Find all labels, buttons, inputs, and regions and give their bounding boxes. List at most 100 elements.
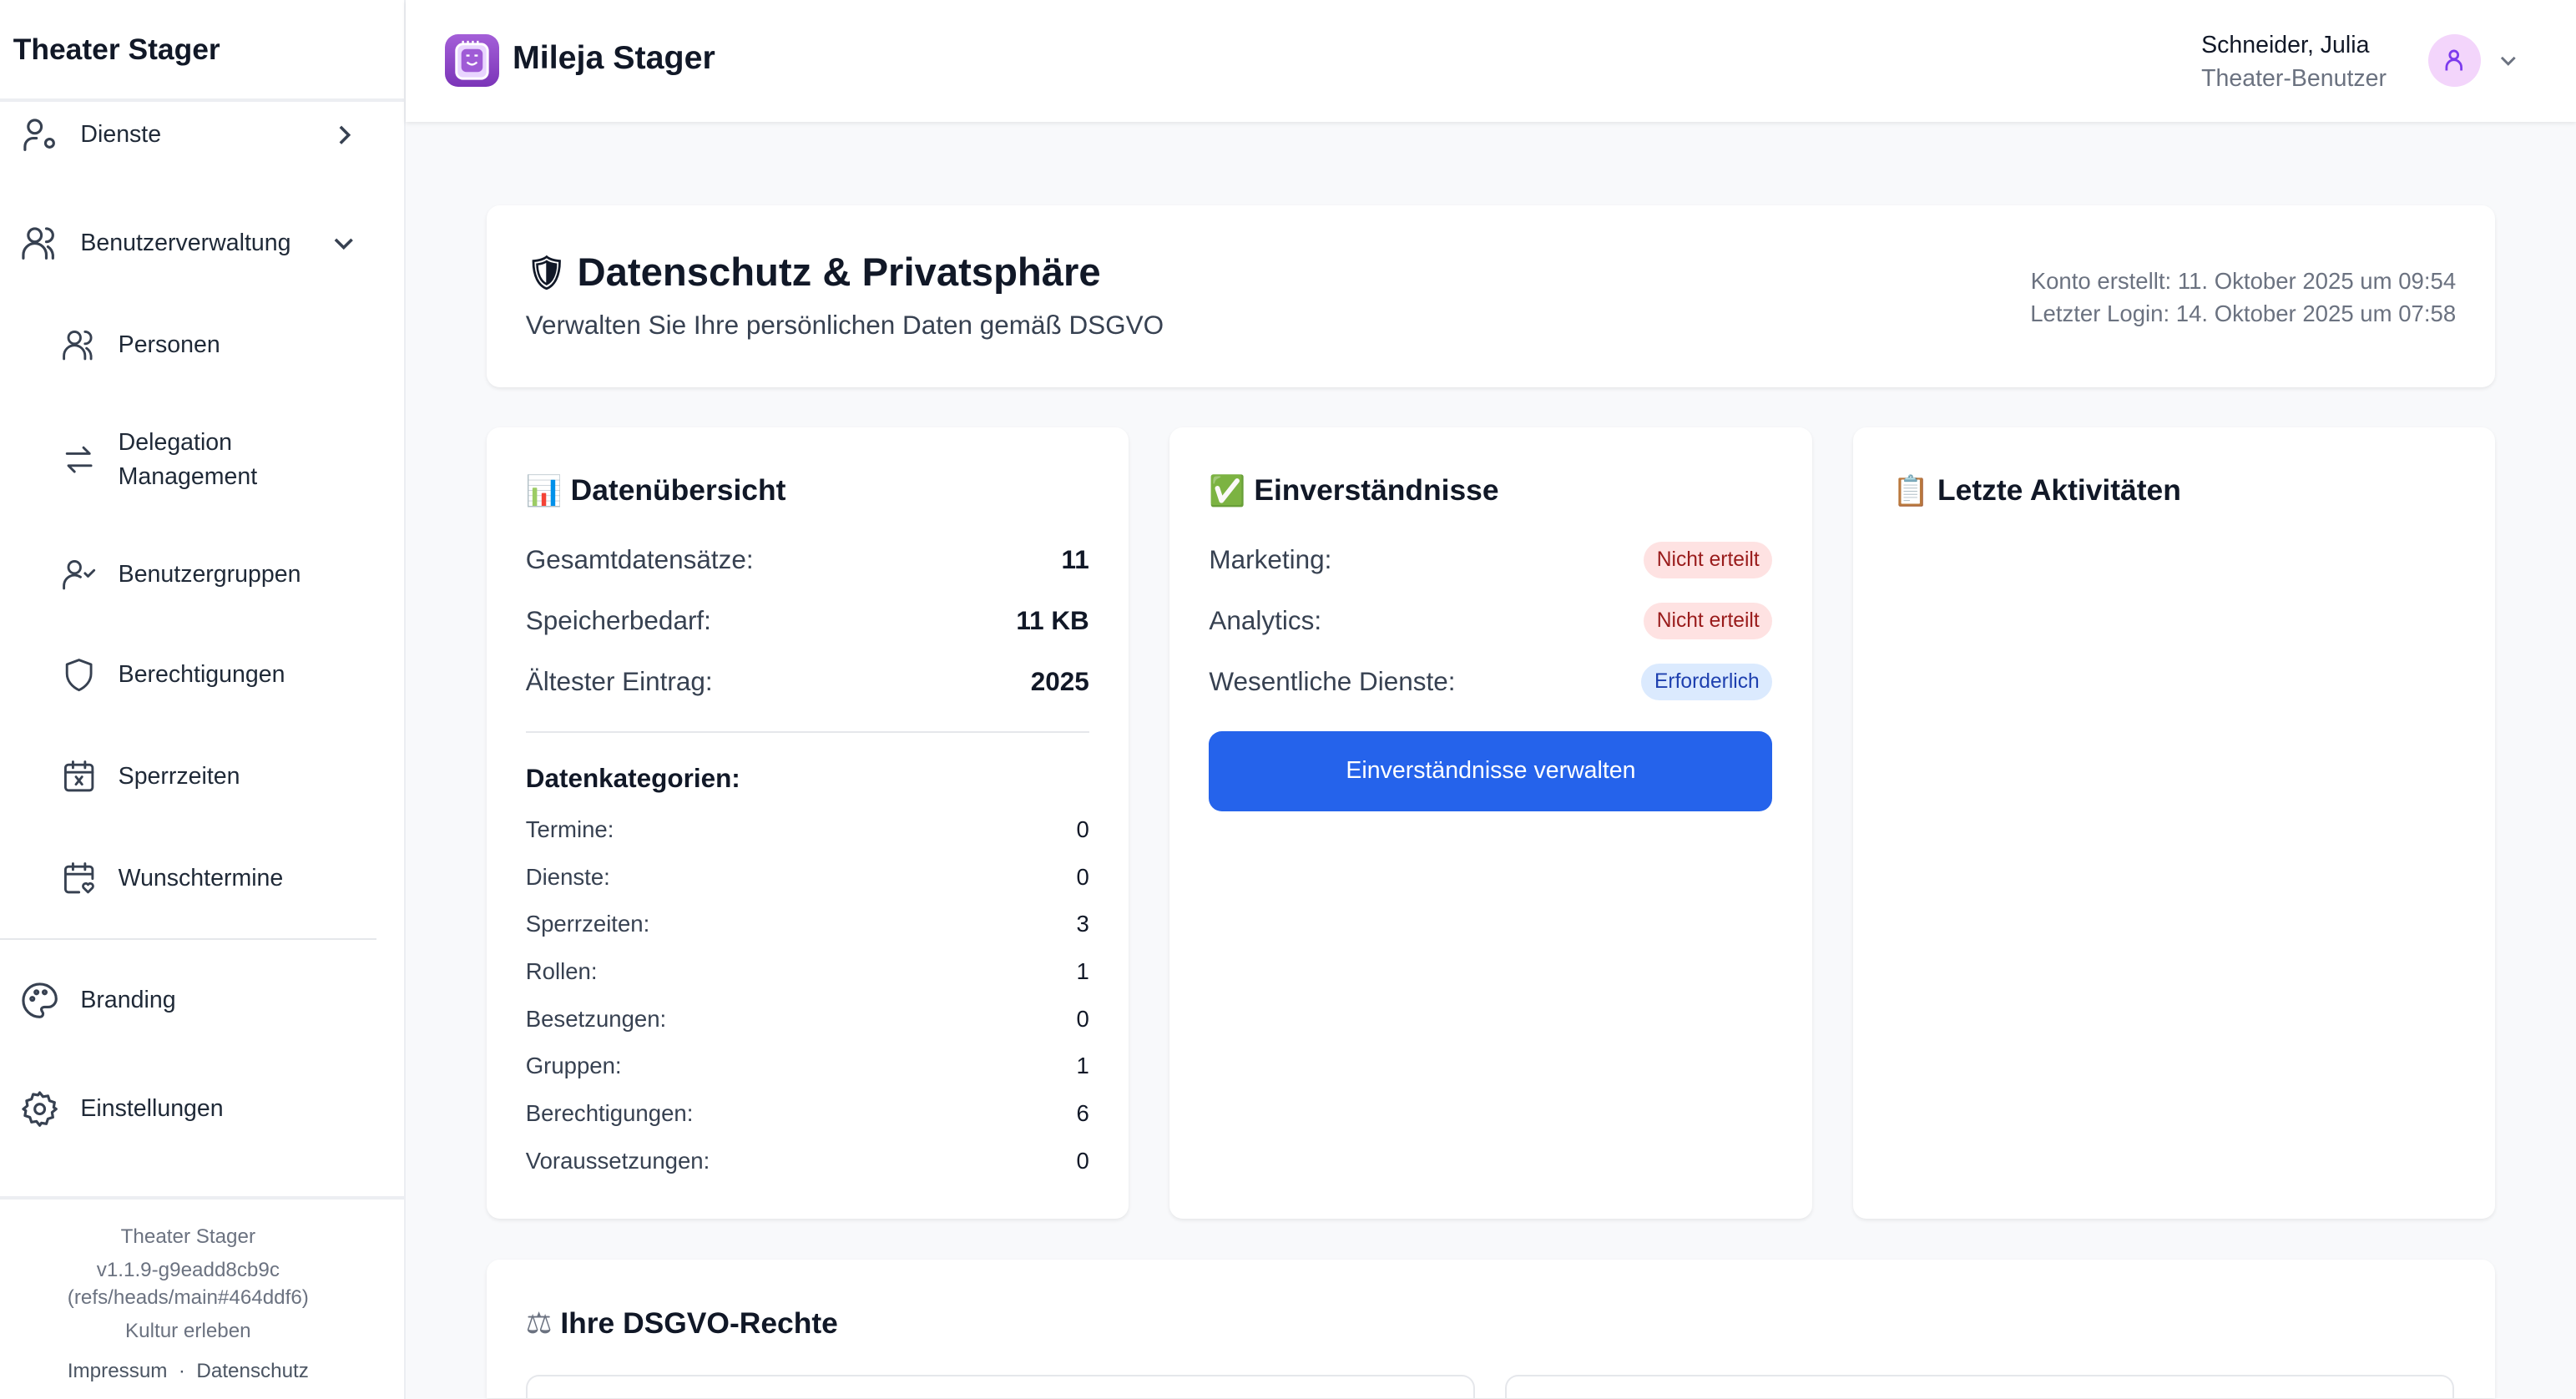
recent-activity-card: 📋 Letzte Aktivitäten [1852, 427, 2496, 1220]
user-info[interactable]: Schneider, Julia Theater-Benutzer [2201, 29, 2387, 95]
category-row: Dienste: 0 [526, 864, 1089, 891]
sidebar-title: Theater Stager [13, 33, 220, 67]
sidebar-item-label: Personen [118, 331, 220, 358]
consent-row: Analytics: Nicht erteilt [1209, 603, 1773, 639]
category-label: Voraussetzungen: [525, 1147, 710, 1174]
sidebar-item-label: Sperrzeiten [118, 763, 240, 790]
sidebar-item-benutzergruppen[interactable]: Benutzergruppen [61, 557, 301, 593]
calendar-heart-icon [63, 862, 94, 894]
sidebar-item-label: Benutzergruppen [118, 561, 301, 588]
card-title: Ihre DSGVO-Rechte [560, 1306, 838, 1340]
account-created: Konto erstellt: 11. Oktober 2025 um 09:5… [2030, 267, 2457, 294]
category-label: Gruppen: [525, 1053, 622, 1079]
category-label: Sperrzeiten: [525, 911, 650, 937]
status-badge: Erforderlich [1641, 664, 1773, 700]
divider [0, 98, 407, 102]
sidebar-item-wunschtermine[interactable]: Wunschtermine [61, 861, 283, 896]
consent-label: Analytics: [1209, 606, 1322, 636]
chevron-down-icon[interactable] [332, 231, 356, 255]
page-title: Datenschutz & Privatsphäre [577, 250, 1101, 295]
separator: · [178, 1360, 185, 1383]
sidebar-item-branding[interactable]: Branding [20, 981, 176, 1020]
category-value: 1 [1076, 1053, 1089, 1079]
stat-row: Speicherbedarf: 11 KB [526, 606, 1089, 636]
bar-chart-icon: 📊 [525, 473, 563, 508]
card-title: Datenübersicht [570, 473, 786, 508]
category-value: 0 [1076, 1005, 1089, 1032]
category-row: Besetzungen: 0 [526, 1006, 1089, 1033]
users-icon [21, 226, 54, 260]
last-login: Letzter Login: 14. Oktober 2025 um 07:58 [2030, 301, 2457, 327]
status-badge: Nicht erteilt [1643, 542, 1773, 579]
palette-icon [22, 982, 58, 1018]
divider [525, 730, 1089, 733]
category-row: Gruppen: 1 [526, 1053, 1089, 1079]
gear-icon [21, 1091, 58, 1127]
category-label: Berechtigungen: [525, 1100, 694, 1127]
category-value: 0 [1076, 863, 1089, 890]
data-overview-card: 📊 Datenübersicht Gesamtdatensätze: 11 Spei… [486, 427, 1129, 1220]
footer-ref: (refs/heads/main#464ddf6) [67, 1285, 309, 1309]
stat-value: 2025 [1030, 666, 1089, 696]
category-label: Dienste: [525, 863, 610, 890]
stat-value: 11 [1061, 545, 1089, 575]
calendar-x-icon [63, 760, 94, 792]
brand-name: Mileja Stager [513, 39, 715, 77]
category-row: Voraussetzungen: 0 [526, 1148, 1089, 1174]
category-value: 6 [1076, 1100, 1089, 1127]
consent-label: Wesentliche Dienste: [1209, 666, 1456, 696]
sidebar-item-delegation[interactable]: Delegation Management [61, 426, 257, 495]
category-label: Besetzungen: [525, 1005, 667, 1032]
category-value: 0 [1076, 1147, 1089, 1174]
divider [0, 937, 376, 940]
sidebar-item-benutzerverwaltung[interactable]: Benutzerverwaltung [20, 224, 290, 263]
card-title: Einverständnisse [1254, 473, 1499, 508]
shield-icon [65, 659, 93, 692]
clipboard-icon: 📋 [1892, 473, 1930, 508]
sidebar-item-sperrzeiten[interactable]: Sperrzeiten [61, 759, 240, 795]
sidebar-footer: Theater Stager v1.1.9-g9eadd8cb9c (refs/… [0, 1200, 376, 1386]
consent-row: Wesentliche Dienste: Erforderlich [1209, 664, 1773, 700]
user-icon [2445, 49, 2463, 71]
category-value: 3 [1076, 911, 1089, 937]
footer-tagline: Kultur erleben [125, 1320, 251, 1343]
stat-label: Speicherbedarf: [525, 606, 711, 636]
sidebar-item-label: Branding [80, 987, 176, 1013]
sidebar: Theater Stager Dienste Benutzerverwaltun… [0, 0, 407, 1399]
impressum-link[interactable]: Impressum [67, 1360, 168, 1383]
avatar[interactable] [2427, 34, 2481, 88]
check-icon: ✅ [1209, 473, 1246, 508]
stat-row: Ältester Eintrag: 2025 [526, 667, 1089, 697]
stat-value: 11 KB [1016, 606, 1089, 636]
chevron-down-icon[interactable] [2498, 51, 2518, 71]
sidebar-item-berechtigungen[interactable]: Berechtigungen [61, 657, 285, 693]
stat-label: Gesamtdatensätze: [525, 545, 754, 575]
category-row: Berechtigungen: 6 [526, 1100, 1089, 1127]
page-subtitle: Verwalten Sie Ihre persönlichen Daten ge… [525, 310, 1164, 340]
datenschutz-link[interactable]: Datenschutz [196, 1360, 309, 1383]
label-line-2: Management [118, 463, 258, 491]
categories-title: Datenkategorien: [525, 764, 740, 794]
sidebar-item-label: Dienste [80, 120, 162, 148]
arrows-swap-icon [65, 447, 93, 473]
top-header: Mileja Stager Schneider, Julia Theater-B… [406, 0, 2576, 122]
sidebar-item-einstellungen[interactable]: Einstellungen [20, 1089, 224, 1129]
user-gear-icon [23, 119, 55, 151]
sidebar-item-personen[interactable]: Personen [61, 327, 220, 363]
users-icon [62, 330, 93, 360]
gdpr-rights-card: ⚖ Ihre DSGVO-Rechte [486, 1260, 2496, 1398]
chevron-right-icon[interactable] [332, 124, 356, 147]
category-row: Rollen: 1 [526, 958, 1089, 985]
card-title: Letzte Aktivitäten [1937, 473, 2181, 508]
rights-panel [1504, 1375, 2455, 1398]
account-meta: Konto erstellt: 11. Oktober 2025 um 09:5… [2030, 265, 2456, 331]
consent-label: Marketing: [1209, 545, 1332, 575]
consent-row: Marketing: Nicht erteilt [1209, 542, 1773, 579]
sidebar-item-dienste[interactable]: Dienste [20, 115, 161, 154]
category-value: 0 [1076, 816, 1089, 843]
manage-consents-button[interactable]: Einverständnisse verwalten [1209, 730, 1773, 812]
footer-version: v1.1.9-g9eadd8cb9c [96, 1259, 280, 1282]
sidebar-item-label: Einstellungen [80, 1094, 224, 1122]
privacy-header-card: 🛡 Datenschutz & Privatsphäre Verwalten Si… [486, 205, 2496, 388]
stat-row: Gesamtdatensätze: 11 [526, 545, 1089, 575]
